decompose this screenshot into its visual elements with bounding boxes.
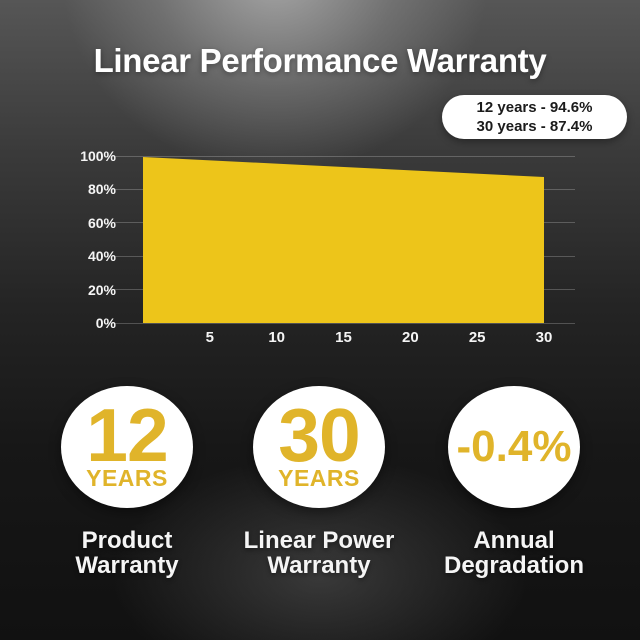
- stat-product-warranty: 12 YEARS Product Warranty: [32, 386, 222, 578]
- x-axis-tick-label: 25: [468, 329, 486, 346]
- warranty-values-badge: 12 years - 94.6% 30 years - 87.4%: [442, 95, 627, 139]
- x-axis-tick-label: 10: [268, 329, 285, 346]
- gridline: [111, 155, 575, 157]
- y-axis-tick-label: 0%: [95, 315, 116, 331]
- x-axis-tick-label: 15: [335, 329, 352, 346]
- stat-caption: Linear Power Warranty: [243, 527, 395, 579]
- badge-line-12-years: 12 years - 94.6%: [476, 99, 593, 116]
- stat-circle-30-years: 30 YEARS: [253, 386, 385, 508]
- stat-annual-degradation: -0.4% Annual Degradation: [419, 386, 609, 578]
- stat-unit: YEARS: [86, 464, 168, 491]
- x-axis-tick-label: 5: [205, 329, 214, 346]
- y-axis-tick-label: 60%: [87, 214, 116, 231]
- x-axis-tick-label: 20: [401, 329, 419, 346]
- area-polygon: [143, 157, 544, 323]
- y-axis-tick-label: 100%: [80, 148, 116, 164]
- stat-caption: Product Warranty: [75, 527, 179, 579]
- stat-circle-degradation: -0.4%: [448, 386, 580, 508]
- y-axis-tick-label: 20%: [87, 281, 116, 298]
- stat-value: -0.4%: [456, 422, 572, 471]
- x-axis-tick-label: 30: [535, 329, 553, 346]
- stat-circle-12-years: 12 YEARS: [61, 386, 193, 508]
- stat-linear-power-warranty: 30 YEARS Linear Power Warranty: [224, 386, 414, 578]
- badge-line-30-years: 30 years - 87.4%: [476, 118, 593, 135]
- y-axis-tick-label: 80%: [87, 181, 116, 198]
- stat-caption: Annual Degradation: [443, 527, 584, 579]
- y-axis-tick-label: 40%: [87, 248, 116, 265]
- warranty-area-series: [143, 157, 544, 323]
- stat-value: 12: [86, 392, 168, 477]
- stat-value: 30: [278, 392, 360, 477]
- page-title: Linear Performance Warranty: [93, 42, 547, 79]
- stat-unit: YEARS: [278, 464, 360, 491]
